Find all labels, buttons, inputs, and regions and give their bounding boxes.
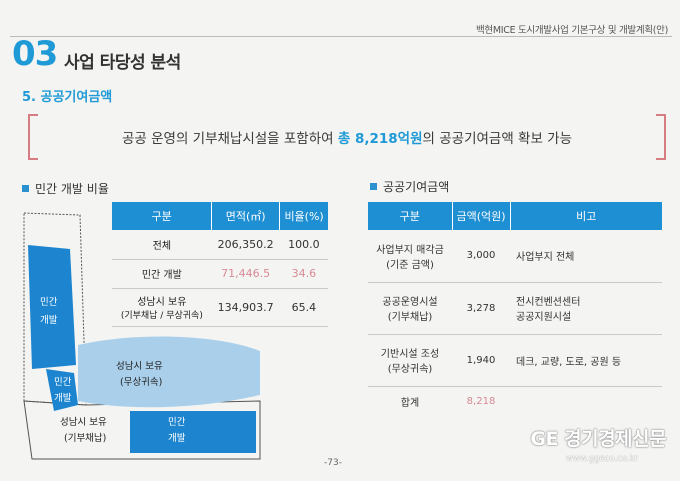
contribution-heading: 공공기여금액	[370, 178, 449, 195]
private-area-3	[130, 411, 256, 453]
private3-label: 민간	[168, 417, 186, 428]
row-label: 민간 개발	[112, 259, 212, 289]
private3b-label: 개발	[168, 433, 186, 444]
highlight-after: 의 공공기여금액 확보 가능	[422, 131, 573, 147]
area-value: 134,903.7	[211, 288, 280, 327]
city2-label: 성남시 보유	[60, 417, 107, 428]
square-bullet-icon	[22, 185, 29, 192]
ratio-value: 34.6	[279, 259, 328, 289]
document-title: 백현MICE 도시개발사업 기본구상 및 개발계획(안)	[475, 25, 668, 36]
watermark-url: www.ggeco.co.kr	[565, 454, 638, 464]
page-number: -73-	[324, 458, 342, 468]
highlight-box: 공공 운영의 기부채납시설을 포함하여 총 8,218억원의 공공기여금액 확보…	[28, 114, 666, 160]
amount-value: 3,000	[452, 230, 510, 283]
row-label: 기반시설 조성 (무상귀속)	[368, 334, 452, 387]
row-label: 성남시 보유 (기부채납 / 무상귀속)	[112, 288, 212, 327]
square-bullet-icon	[370, 183, 377, 190]
col-header: 면적(㎡)	[211, 202, 281, 230]
private1b-label: 개발	[40, 315, 58, 326]
table-row: 전체 206,350.2 100.0	[112, 230, 328, 260]
note-value: 전시컨벤션센터 공공지원시설	[510, 282, 662, 335]
private-area-1	[28, 245, 76, 369]
col-header: 비고	[510, 202, 662, 230]
highlight-text: 공공 운영의 기부채납시설을 포함하여 총 8,218억원의 공공기여금액 확보…	[28, 127, 666, 147]
ratio-value: 65.4	[279, 288, 328, 327]
row-label: 사업부지 매각금 (기준 금액)	[368, 230, 452, 283]
private1-label: 민간	[40, 297, 58, 308]
table-row: 민간 개발 71,446.5 34.6	[112, 259, 328, 289]
city2b-label: (기부채납)	[64, 433, 106, 444]
section-title: 사업 타당성 분석	[64, 53, 181, 73]
city-area-1	[78, 336, 260, 408]
highlight-emphasis: 총 8,218억원	[337, 131, 423, 147]
subsection-title: 5. 공공기여금액	[22, 90, 113, 105]
row-label: 합계	[400, 397, 420, 409]
ratio-value: 100.0	[279, 230, 328, 260]
table-row: 사업부지 매각금 (기준 금액) 3,000 사업부지 전체	[368, 230, 662, 283]
private-ratio-heading: 민간 개발 비율	[22, 180, 109, 197]
header-rule	[10, 36, 672, 37]
city1-label: 성남시 보유	[116, 361, 163, 372]
highlight-before: 공공 운영의 기부채납시설을 포함하여	[121, 131, 338, 147]
table-row: 성남시 보유 (기부채납 / 무상귀속) 134,903.7 65.4	[112, 288, 328, 327]
watermark-logo: GE 경기경제신문	[530, 428, 666, 450]
table-row: 공공운영시설 (기부채납) 3,278 전시컨벤션센터 공공지원시설	[368, 282, 662, 335]
note-value	[510, 386, 662, 416]
table-header-row: 구분 면적(㎡) 비율(%)	[112, 202, 328, 230]
col-header: 금액(억원)	[452, 202, 511, 230]
contribution-table: 구분 금액(억원) 비고 사업부지 매각금 (기준 금액) 3,000 사업부지 …	[368, 202, 662, 416]
note-value: 사업부지 전체	[510, 230, 662, 283]
area-value: 71,446.5	[211, 259, 280, 289]
col-header: 비율(%)	[279, 202, 328, 230]
city1b-label: (무상귀속)	[120, 377, 162, 388]
table-row: 기반시설 조성 (무상귀속) 1,940 데크, 교량, 도로, 공원 등	[368, 334, 662, 387]
amount-value: 1,940	[452, 334, 510, 387]
note-value: 데크, 교량, 도로, 공원 등	[510, 334, 662, 387]
col-header: 구분	[112, 202, 213, 230]
area-value: 206,350.2	[211, 230, 280, 260]
private2-label: 민간	[54, 377, 72, 388]
private-ratio-table: 구분 면적(㎡) 비율(%) 전체 206,350.2 100.0 민간 개발 …	[112, 202, 328, 327]
private2b-label: 개발	[54, 393, 72, 404]
site-map: 민간 개발 민간 개발 민간 개발 성남시 보유 (무상귀속) 성남시 보유 (…	[23, 212, 261, 460]
bracket-right	[656, 114, 666, 160]
row-label: 공공운영시설 (기부채납)	[368, 282, 452, 335]
bracket-left	[28, 114, 38, 160]
section-number: 03	[12, 34, 58, 74]
table-row: 합계 8,218	[368, 386, 662, 416]
amount-value: 3,278	[452, 282, 510, 335]
amount-value: 8,218	[466, 395, 496, 407]
table-header-row: 구분 금액(억원) 비고	[368, 202, 662, 230]
row-label: 전체	[112, 230, 212, 260]
private-area-2	[46, 369, 78, 411]
col-header: 구분	[368, 202, 453, 230]
